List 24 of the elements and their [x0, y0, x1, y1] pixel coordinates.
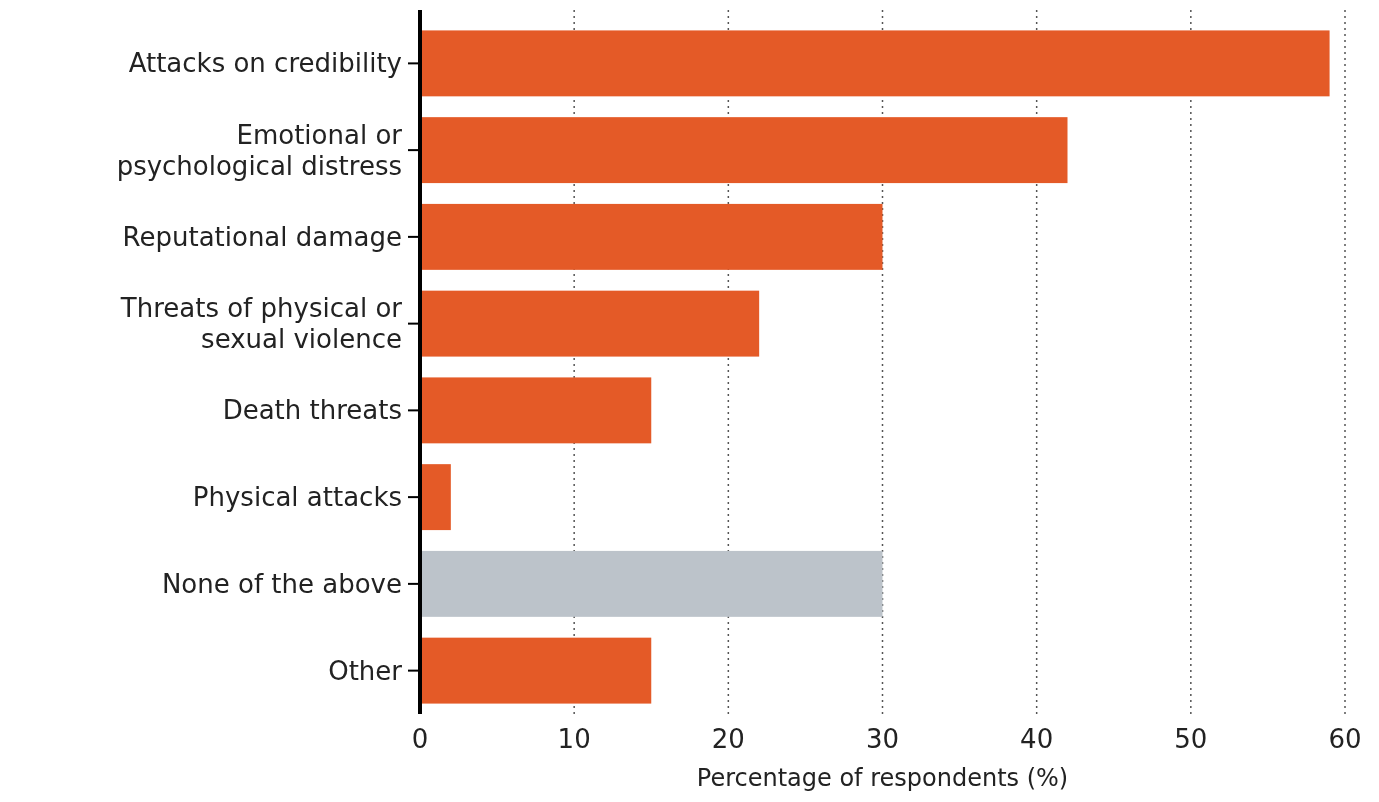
y-tick-label: Threats of physical or sexual violence: [119, 293, 403, 355]
bar: [420, 117, 1068, 184]
x-tick-label: 20: [711, 724, 745, 754]
x-tick-label: 50: [1174, 724, 1208, 754]
x-tick-label: 40: [1020, 724, 1054, 754]
bar: [420, 550, 883, 617]
bar: [420, 464, 451, 531]
bar: [420, 637, 652, 704]
x-tick-label: 0: [411, 724, 429, 754]
y-tick-label: Physical attacks: [192, 482, 402, 513]
bar: [420, 377, 652, 444]
x-tick-label: 60: [1328, 724, 1362, 754]
y-tick-label: Emotional or psychological distress: [116, 119, 403, 181]
x-tick-label: 10: [557, 724, 591, 754]
y-tick-label: Reputational damage: [122, 221, 402, 252]
y-tick-label: Other: [328, 655, 403, 686]
y-tick-label: None of the above: [161, 568, 402, 599]
x-tick-label: 30: [865, 724, 900, 754]
y-tick-label: Death threats: [222, 395, 402, 426]
x-axis-title: Percentage of respondents (%): [696, 764, 1069, 792]
bar: [420, 290, 760, 357]
y-tick-label: Attacks on credibility: [128, 48, 402, 79]
bar: [420, 203, 883, 270]
bar: [420, 30, 1330, 97]
